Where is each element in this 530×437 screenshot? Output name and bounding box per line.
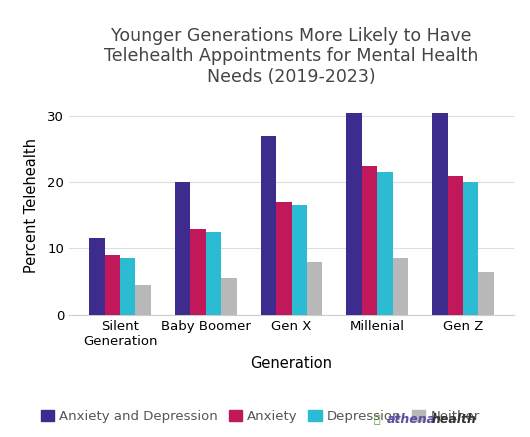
Bar (120, 258, 136, 315)
Y-axis label: Percent Telehealth: Percent Telehealth (24, 138, 39, 273)
Bar (377, 172, 393, 315)
Text: athena: athena (387, 413, 436, 426)
Text: 🍃: 🍃 (374, 415, 380, 425)
Text: health: health (432, 413, 477, 426)
Bar (276, 202, 292, 315)
Bar (479, 272, 494, 315)
Bar (136, 285, 151, 315)
Bar (206, 232, 221, 315)
Bar (292, 205, 307, 315)
Bar (307, 262, 322, 315)
Bar (447, 176, 463, 315)
Bar (463, 182, 479, 315)
Bar (347, 113, 362, 315)
Bar (89, 239, 104, 315)
Bar (362, 166, 377, 315)
Bar (175, 182, 190, 315)
Bar (393, 258, 408, 315)
Bar (432, 113, 447, 315)
Bar (221, 278, 236, 315)
Bar (190, 229, 206, 315)
Bar (261, 136, 276, 315)
X-axis label: Generation: Generation (251, 356, 332, 371)
Title: Younger Generations More Likely to Have
Telehealth Appointments for Mental Healt: Younger Generations More Likely to Have … (104, 27, 479, 86)
Legend: Anxiety and Depression, Anxiety, Depression, Neither: Anxiety and Depression, Anxiety, Depress… (36, 404, 485, 428)
Bar (104, 255, 120, 315)
